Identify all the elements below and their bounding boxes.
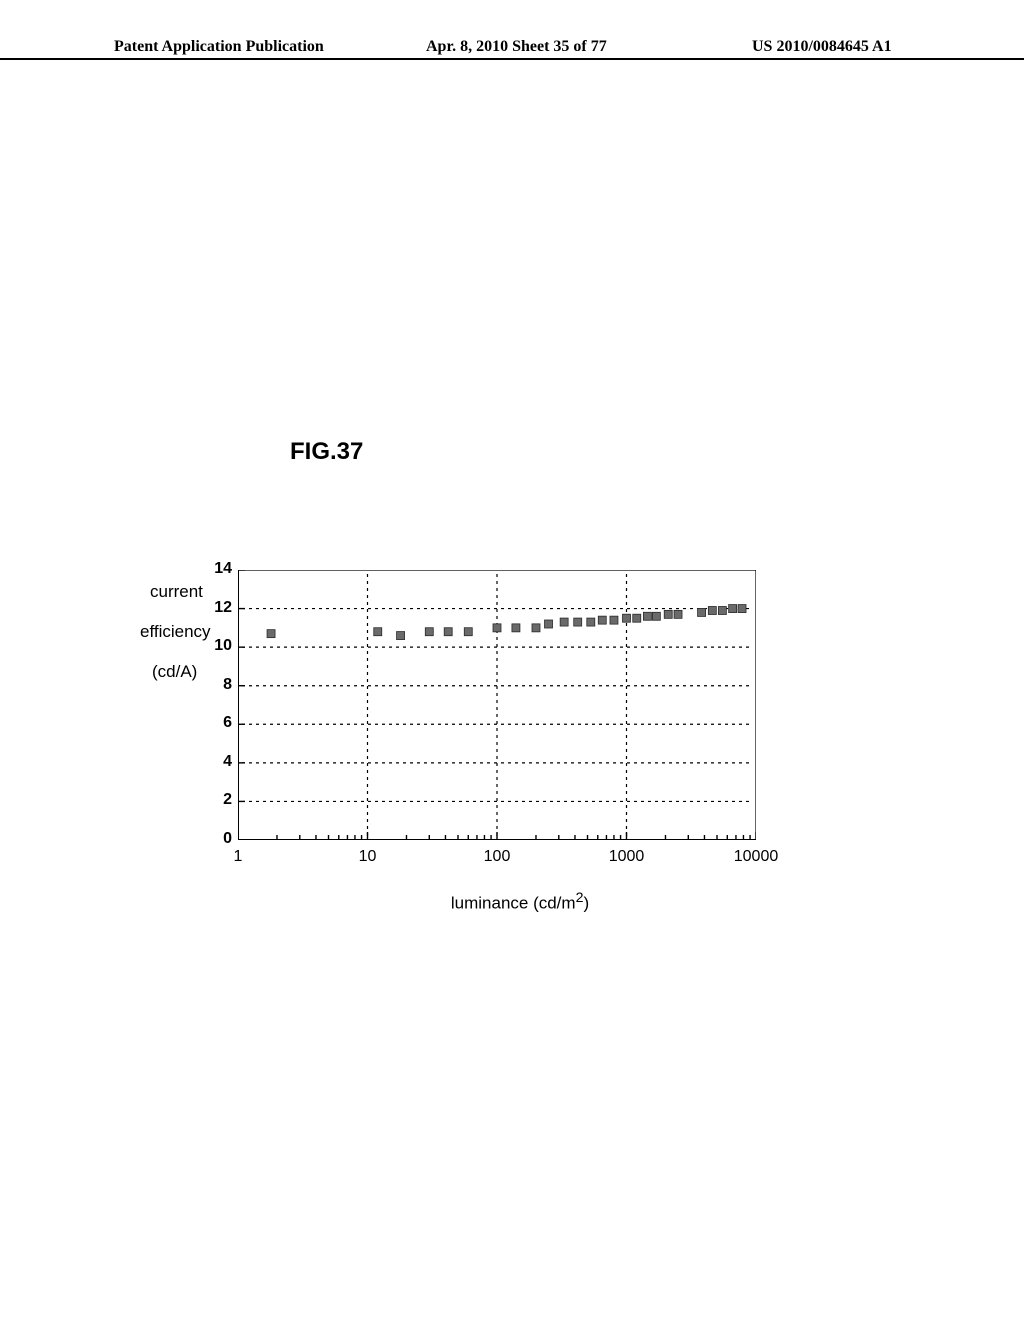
- y-tick-label: 10: [202, 637, 232, 655]
- y-tick-label: 6: [202, 714, 232, 732]
- data-marker: [560, 618, 568, 626]
- y-tick-label: 4: [202, 753, 232, 771]
- data-marker: [623, 614, 631, 622]
- x-axis-label-prefix: luminance (cd/m: [451, 894, 576, 913]
- y-tick-label: 12: [202, 599, 232, 617]
- y-axis-label-line2: efficiency: [140, 622, 211, 642]
- data-marker: [708, 607, 716, 615]
- chart: [238, 570, 756, 840]
- x-tick-label: 10000: [734, 848, 779, 866]
- data-marker: [374, 628, 382, 636]
- data-marker: [643, 612, 651, 620]
- y-tick-label: 2: [202, 791, 232, 809]
- data-marker: [574, 618, 582, 626]
- data-marker: [598, 616, 606, 624]
- data-marker: [718, 607, 726, 615]
- y-tick-label: 0: [202, 830, 232, 848]
- x-tick-label: 1000: [609, 848, 645, 866]
- header-center: Apr. 8, 2010 Sheet 35 of 77: [426, 38, 607, 56]
- data-marker: [674, 610, 682, 618]
- figure-label: FIG.37: [290, 438, 363, 466]
- y-tick-label: 8: [202, 676, 232, 694]
- header-left: Patent Application Publication: [114, 38, 324, 56]
- data-marker: [738, 605, 746, 613]
- header-right: US 2010/0084645 A1: [752, 38, 892, 56]
- data-marker: [698, 608, 706, 616]
- data-marker: [587, 618, 595, 626]
- data-marker: [425, 628, 433, 636]
- data-marker: [512, 624, 520, 632]
- x-axis-label-suffix: ): [583, 894, 589, 913]
- data-marker: [464, 628, 472, 636]
- x-tick-label: 100: [484, 848, 511, 866]
- x-axis-label: luminance (cd/m2): [370, 890, 670, 914]
- x-tick-label: 10: [359, 848, 377, 866]
- y-axis-label-line3: (cd/A): [152, 662, 197, 682]
- data-marker: [729, 605, 737, 613]
- data-marker: [493, 624, 501, 632]
- data-marker: [397, 632, 405, 640]
- y-tick-label: 14: [202, 560, 232, 578]
- y-axis-label-line1: current: [150, 582, 203, 602]
- data-marker: [652, 612, 660, 620]
- data-marker: [610, 616, 618, 624]
- chart-svg: [238, 570, 756, 840]
- data-marker: [633, 614, 641, 622]
- data-marker: [545, 620, 553, 628]
- data-marker: [444, 628, 452, 636]
- header-rule: [0, 58, 1024, 60]
- data-marker: [267, 630, 275, 638]
- x-tick-label: 1: [234, 848, 243, 866]
- data-marker: [664, 610, 672, 618]
- data-marker: [532, 624, 540, 632]
